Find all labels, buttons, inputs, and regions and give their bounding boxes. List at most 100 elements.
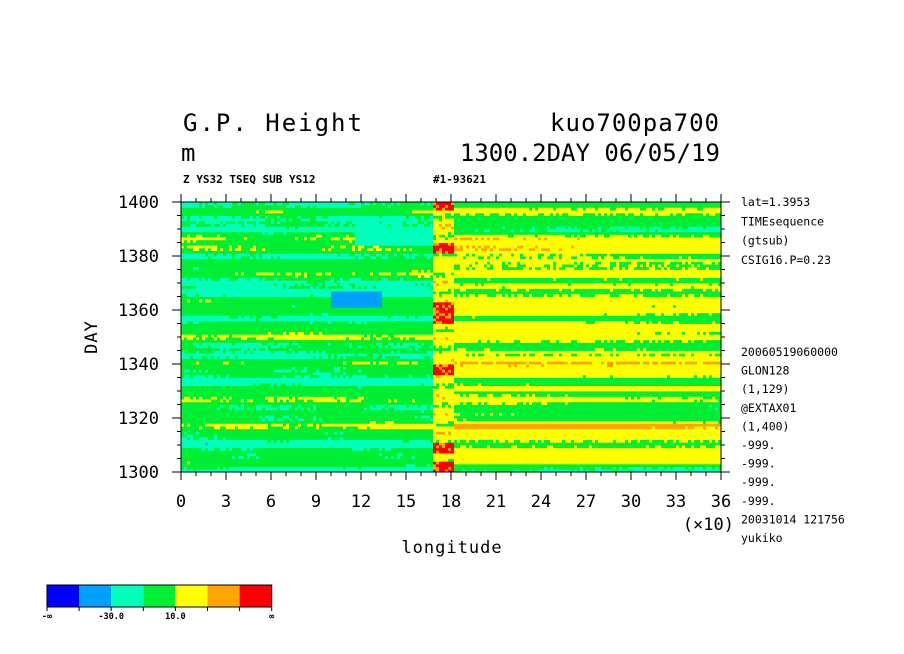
heat-cell xyxy=(715,463,719,467)
heat-cell xyxy=(598,458,602,462)
heat-cell xyxy=(703,401,707,405)
heat-cell xyxy=(310,401,314,405)
heat-cell xyxy=(511,469,515,473)
heat-cell xyxy=(562,426,566,430)
heat-cell xyxy=(433,453,437,457)
heat-cell xyxy=(409,450,413,454)
heat-cell xyxy=(703,439,707,443)
heat-cell xyxy=(367,442,371,446)
heat-cell xyxy=(589,418,593,422)
heat-cell xyxy=(355,418,359,422)
heat-cell xyxy=(715,436,719,440)
heat-cell xyxy=(319,426,323,430)
heat-cell xyxy=(544,434,548,438)
heat-cell xyxy=(433,436,437,440)
heat-cell xyxy=(709,428,713,432)
heat-cell xyxy=(709,455,713,459)
heat-cell xyxy=(466,439,470,443)
heat-cell xyxy=(715,407,719,411)
heat-cell xyxy=(709,469,713,473)
heat-cell xyxy=(481,399,485,403)
heat-cell xyxy=(649,423,653,427)
heat-cell xyxy=(664,453,668,457)
heat-cell xyxy=(250,453,254,457)
heat-cell xyxy=(376,399,380,403)
heat-cell xyxy=(619,445,623,449)
heat-cell xyxy=(193,445,197,449)
heat-cell xyxy=(361,461,365,465)
heat-cell xyxy=(565,407,569,411)
heat-cell xyxy=(643,447,647,451)
heat-cell xyxy=(493,453,497,457)
heat-cell xyxy=(229,415,233,419)
heat-cell xyxy=(472,423,476,427)
heat-cell xyxy=(469,399,473,403)
heat-cell xyxy=(388,445,392,449)
heat-cell xyxy=(289,436,293,440)
heat-cell xyxy=(550,458,554,462)
heat-cell xyxy=(316,399,320,403)
heat-cell xyxy=(586,466,590,470)
heat-cell xyxy=(646,420,650,424)
heat-cell xyxy=(223,447,227,451)
heat-cell xyxy=(295,453,299,457)
heat-cell xyxy=(394,399,398,403)
heat-cell xyxy=(346,450,350,454)
heat-cell xyxy=(388,439,392,443)
heat-cell xyxy=(562,466,566,470)
heat-cell xyxy=(553,396,557,400)
heat-cell xyxy=(409,418,413,422)
heat-cell xyxy=(343,396,347,400)
heat-cell xyxy=(280,418,284,422)
heat-cell xyxy=(340,453,344,457)
heat-cell xyxy=(457,431,461,435)
heat-cell xyxy=(529,469,533,473)
heat-cell xyxy=(184,439,188,443)
heat-cell xyxy=(625,453,629,457)
heat-cell xyxy=(403,463,407,467)
heat-cell xyxy=(649,431,653,435)
heat-cell xyxy=(580,458,584,462)
heat-cell xyxy=(181,461,185,465)
heat-cell xyxy=(544,442,548,446)
heat-cell xyxy=(334,434,338,438)
heat-cell xyxy=(304,447,308,451)
heat-cell xyxy=(589,445,593,449)
heat-cell xyxy=(253,415,257,419)
heat-cell xyxy=(337,458,341,462)
heat-cell xyxy=(328,415,332,419)
heat-cell xyxy=(499,418,503,422)
heat-cell xyxy=(262,450,266,454)
heat-cell xyxy=(670,450,674,454)
heat-cell xyxy=(553,442,557,446)
heat-cell xyxy=(211,447,215,451)
heat-cell xyxy=(337,434,341,438)
heat-cell xyxy=(247,461,251,465)
heat-cell xyxy=(430,463,434,467)
heat-cell xyxy=(295,399,299,403)
heat-cell xyxy=(460,445,464,449)
heat-cell xyxy=(370,445,374,449)
heat-cell xyxy=(328,445,332,449)
heat-cell xyxy=(259,415,263,419)
heat-cell xyxy=(406,404,410,408)
heat-cell xyxy=(538,469,542,473)
heat-cell xyxy=(238,409,242,413)
heat-cell xyxy=(526,407,530,411)
heat-cell xyxy=(442,420,446,424)
heat-cell xyxy=(283,434,287,438)
heat-cell xyxy=(562,428,566,432)
heat-cell xyxy=(298,469,302,473)
heat-cell xyxy=(265,445,269,449)
heat-cell xyxy=(631,409,635,413)
heat-cell xyxy=(376,428,380,432)
heat-cell xyxy=(244,401,248,405)
heat-cell xyxy=(667,426,671,430)
heat-cell xyxy=(475,428,479,432)
heat-cell xyxy=(667,455,671,459)
heat-cell xyxy=(448,463,452,467)
heat-cell xyxy=(544,396,548,400)
heat-cell xyxy=(475,453,479,457)
heat-cell xyxy=(313,423,317,427)
heat-cell xyxy=(283,436,287,440)
